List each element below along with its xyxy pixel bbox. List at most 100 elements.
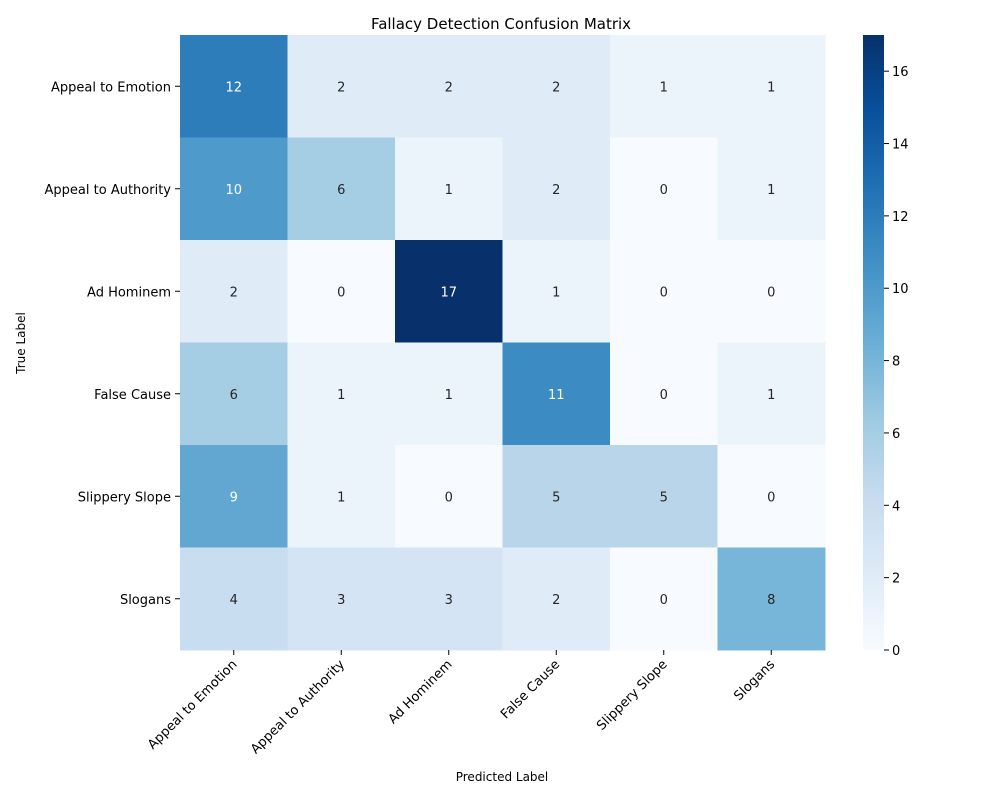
cell-value-label: 11 [548,388,565,403]
cell-value-label: 12 [225,80,242,95]
cell-value-label: 0 [767,285,775,300]
y-tick-label: Slogans [120,593,171,608]
cell-value-label: 1 [445,183,453,198]
cell-value-label: 1 [767,80,775,95]
heatmap-cell [395,240,503,343]
y-axis-ticks: Appeal to Emotion Appeal to Authority Ad H… [45,80,180,608]
cell-value-label: 10 [225,183,242,198]
cell-value-label: 2 [552,80,560,95]
cell-value-label: 1 [445,388,453,403]
heatmap-cell [610,137,718,241]
heatmap-cell [502,240,611,343]
y-tick-label: False Cause [94,388,171,403]
heatmap-cell [287,445,396,548]
heatmap-cell [180,240,288,343]
heatmap-cells: 12 2 2 2 1 110 6 1 2 0 12 0 17 1 0 06 1 1 11 0 19 1 0 5 5 04 3 3 2 0 8 [180,35,826,651]
x-tick-label: Slippery Slope [594,657,671,734]
cell-value-label: 1 [767,183,775,198]
cell-value-label: 2 [552,183,560,198]
heatmap-cell [287,240,396,343]
cell-value-label: 1 [767,388,775,403]
y-tick-label: Appeal to Authority [45,183,172,198]
colorbar-tick-label: 12 [892,210,909,225]
heatmap-cell [395,445,503,548]
cell-value-label: 0 [767,490,775,505]
x-tick-label: Ad Hominem [386,657,456,727]
cell-value-label: 3 [337,593,345,608]
heatmap-cell [610,35,718,138]
heatmap-cell [287,342,396,446]
heatmap-cell [395,547,503,651]
cell-value-label: 1 [552,285,560,300]
colorbar-tick-label: 6 [892,427,900,442]
heatmap-cell [502,445,611,548]
colorbar-tick-label: 8 [892,355,900,370]
x-axis-ticks: Appeal to Emotion Appeal to Authority Ad H… [145,650,778,757]
heatmap-cell [610,547,718,651]
y-tick-label: Ad Hominem [87,285,171,300]
cell-value-label: 0 [660,593,668,608]
heatmap-cell [287,35,396,138]
heatmap-cell [717,240,826,343]
heatmap-cell [502,342,611,446]
x-tick-label: Appeal to Emotion [145,657,240,752]
colorbar-tick-label: 4 [892,499,900,514]
heatmap-cell [180,547,288,651]
cell-value-label: 5 [660,490,668,505]
heatmap-cell [180,35,288,138]
colorbar-tick-label: 0 [892,644,900,659]
x-tick-label: False Cause [498,657,563,722]
heatmap-cell [395,137,503,241]
cell-value-label: 8 [767,593,775,608]
cell-value-label: 0 [660,285,668,300]
cell-value-label: 6 [337,183,345,198]
heatmap-cell [395,35,503,138]
heatmap-cell [717,445,826,548]
x-tick-label: Slogans [731,657,778,704]
cell-value-label: 2 [337,80,345,95]
cell-value-label: 2 [445,80,453,95]
heatmap-cell [395,342,503,446]
heatmap-cell [502,35,611,138]
heatmap-cell [502,137,611,241]
cell-value-label: 1 [660,80,668,95]
cell-value-label: 6 [230,388,238,403]
colorbar-tick-label: 16 [892,65,909,80]
heatmap-cell [180,137,288,241]
heatmap-cell [610,342,718,446]
chart-title: Fallacy Detection Confusion Matrix [371,15,631,33]
heatmap-cell [610,445,718,548]
colorbar-tick-label: 10 [892,282,909,297]
cell-value-label: 2 [552,593,560,608]
y-tick-label: Slippery Slope [78,490,171,505]
x-axis-label: Predicted Label [456,770,549,784]
cell-value-label: 1 [337,388,345,403]
heatmap-cell [717,137,826,241]
cell-value-label: 0 [660,183,668,198]
y-tick-label: Appeal to Emotion [51,80,171,95]
colorbar-tick-label: 14 [892,138,909,153]
x-tick-label: Appeal to Authority [248,657,348,757]
heatmap-cell [180,445,288,548]
heatmap-cell [717,547,826,651]
heatmap-cell [180,342,288,446]
cell-value-label: 9 [230,490,238,505]
heatmap-cell [717,35,826,138]
cell-value-label: 2 [230,285,238,300]
heatmap-cell [610,240,718,343]
heatmap-cell [287,137,396,241]
heatmap-cell [287,547,396,651]
cell-value-label: 0 [337,285,345,300]
cell-value-label: 4 [230,593,238,608]
heatmap-cell [717,342,826,446]
cell-value-label: 5 [552,490,560,505]
colorbar-tick-label: 2 [892,572,900,587]
cell-value-label: 17 [440,285,457,300]
heatmap-cell [502,547,611,651]
cell-value-label: 0 [660,388,668,403]
colorbar: 0 2 4 6 8 10 12 14 16 [863,35,909,659]
cell-value-label: 3 [445,593,453,608]
y-axis-label: True Label [14,312,28,375]
cell-value-label: 1 [337,490,345,505]
